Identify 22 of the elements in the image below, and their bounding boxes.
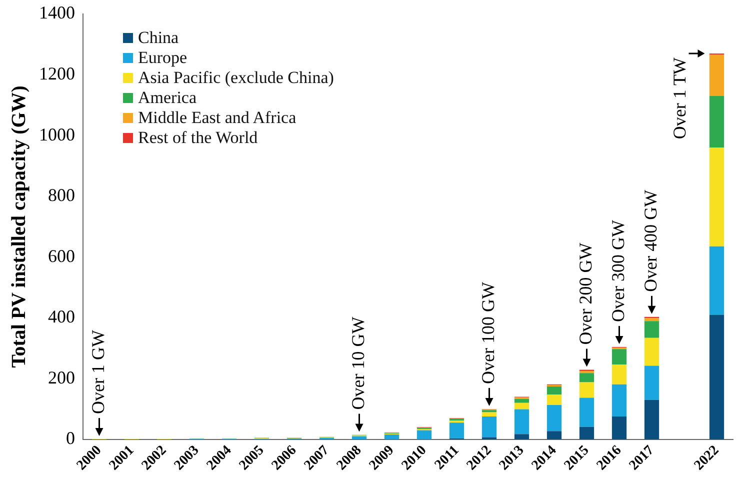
y-tick-label: 200 xyxy=(48,367,75,388)
legend-label: Europe xyxy=(138,48,188,68)
annotation: Over 1 TW xyxy=(669,57,690,140)
annotation: Over 400 GW xyxy=(640,190,660,292)
y-tick-label: 1200 xyxy=(39,63,75,84)
y-tick-label: 600 xyxy=(48,246,75,266)
y-tick-label: 1400 xyxy=(39,2,75,23)
annotation: Over 1 GW xyxy=(88,330,108,414)
y-tick-label: 400 xyxy=(48,306,75,327)
y-tick-label: 0 xyxy=(66,428,75,448)
legend-label: China xyxy=(138,28,179,48)
legend-label: Middle East and Africa xyxy=(138,108,296,128)
y-tick-label: 1000 xyxy=(39,124,75,144)
legend-label: Asia Pacific (exclude China) xyxy=(138,68,334,88)
annotation: Over 100 GW xyxy=(478,282,498,384)
annotation: Over 200 GW xyxy=(575,242,596,345)
annotation: Over 300 GW xyxy=(608,220,628,322)
annotation: Over 10 GW xyxy=(348,316,368,410)
y-tick-label: 800 xyxy=(48,185,75,206)
legend-label: Rest of the World xyxy=(138,128,258,148)
legend-label: America xyxy=(138,88,197,108)
y-axis-title: Total PV installed capacity (GW) xyxy=(8,86,30,368)
